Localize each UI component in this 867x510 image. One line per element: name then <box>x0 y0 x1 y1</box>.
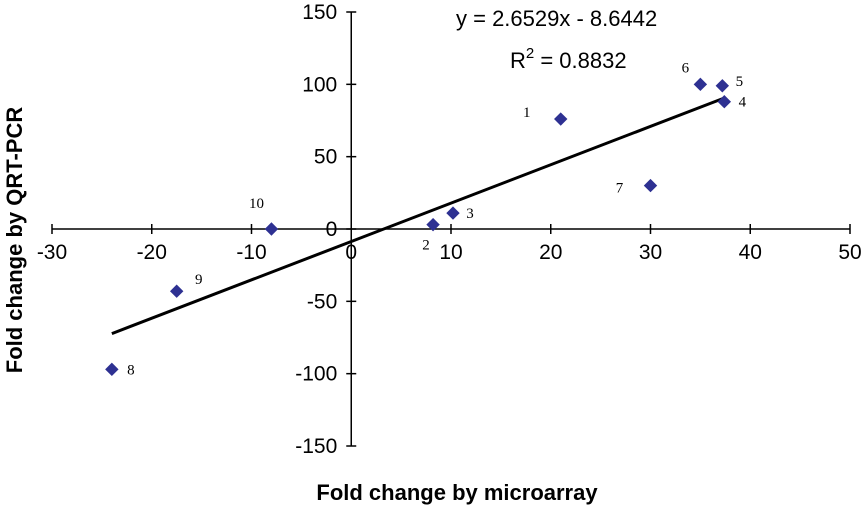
point-label: 7 <box>616 181 624 197</box>
data-point <box>264 222 279 236</box>
r-squared-exponent: 2 <box>526 45 534 62</box>
y-tick-label: 0 <box>326 218 338 241</box>
x-tick-label: 50 <box>838 241 861 264</box>
point-label: 3 <box>466 206 474 222</box>
point-label: 6 <box>682 60 690 76</box>
y-tick-label: 150 <box>302 1 337 24</box>
x-tick-label: -10 <box>236 241 266 264</box>
x-tick-label: 0 <box>345 241 357 264</box>
r-squared-value: = 0.8832 <box>534 48 626 73</box>
data-point <box>643 178 658 193</box>
point-label: 1 <box>523 105 531 121</box>
point-label: 9 <box>195 272 203 288</box>
r-squared: R2 = 0.8832 <box>510 45 627 73</box>
x-tick-label: -30 <box>37 241 67 264</box>
point-label: 5 <box>736 74 744 90</box>
y-axis-title: Fold change by QRT-PCR <box>2 107 27 374</box>
y-tick-label: -150 <box>295 435 337 458</box>
point-label: 2 <box>422 238 430 254</box>
data-points <box>105 77 732 377</box>
point-labels: 1 2 3 4 5 6 7 8 9 10 <box>127 60 746 378</box>
x-tick-label: -20 <box>137 241 167 264</box>
data-point <box>554 112 568 126</box>
y-tick-label: 50 <box>314 146 337 169</box>
data-point <box>426 217 440 232</box>
r-squared-prefix: R <box>510 48 526 73</box>
x-tick-label: 10 <box>439 241 462 264</box>
data-point <box>105 362 119 377</box>
data-point <box>717 94 732 109</box>
data-point <box>446 206 460 220</box>
data-point <box>693 77 708 92</box>
x-tick-label: 40 <box>739 241 762 264</box>
point-label: 10 <box>249 196 264 212</box>
trendline <box>111 96 725 336</box>
y-tick-label: 100 <box>302 73 337 96</box>
trendline-equation: y = 2.6529x - 8.6442 <box>456 6 657 31</box>
point-label: 8 <box>127 362 135 378</box>
data-point <box>169 284 184 298</box>
x-tick-label: 20 <box>539 241 562 264</box>
y-tick-label: -50 <box>307 290 337 313</box>
y-tick-label: -100 <box>295 363 337 386</box>
x-tick-label: 30 <box>639 241 662 264</box>
x-axis-title: Fold change by microarray <box>316 480 598 505</box>
point-label: 4 <box>739 95 747 111</box>
data-point <box>715 79 730 93</box>
trendline-group <box>111 96 725 336</box>
